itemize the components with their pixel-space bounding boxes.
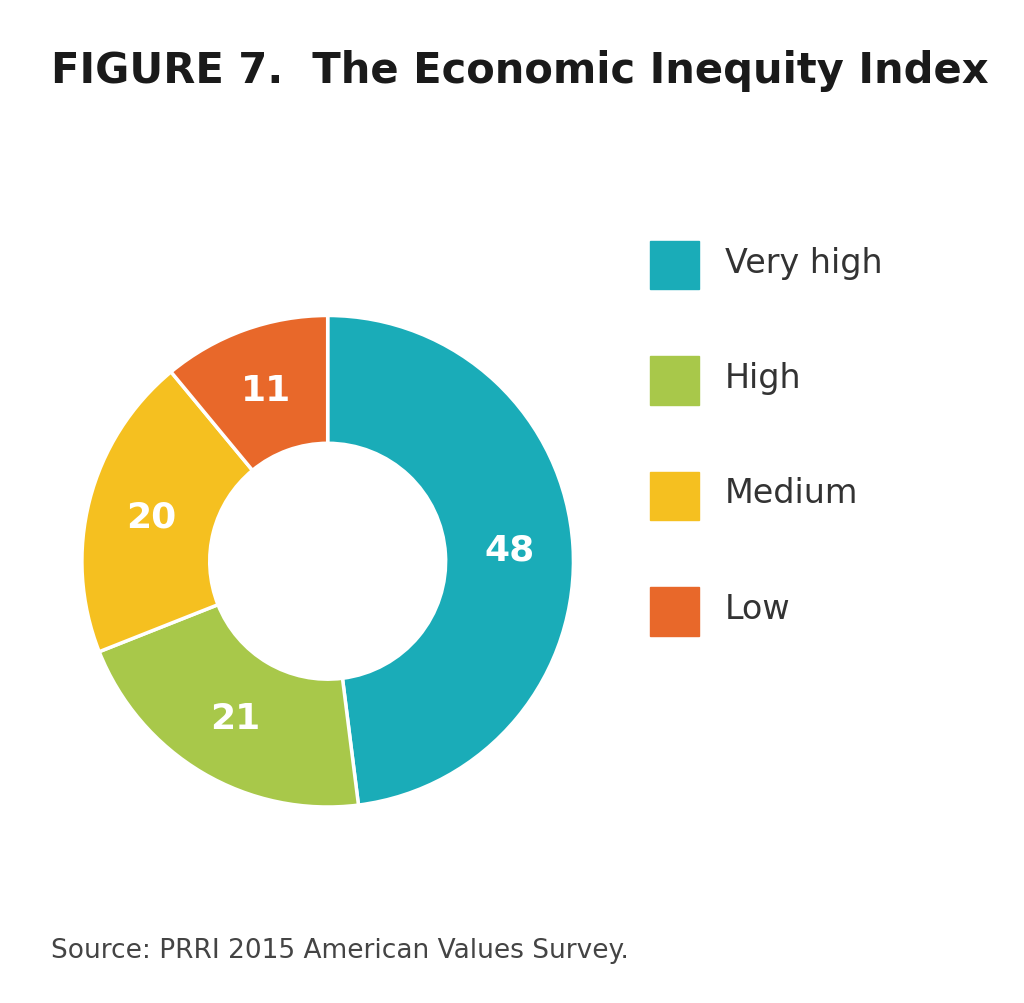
Text: 21: 21 <box>210 701 260 735</box>
Text: 48: 48 <box>484 534 535 568</box>
Wedge shape <box>328 316 573 805</box>
Text: 11: 11 <box>241 374 291 408</box>
Text: 20: 20 <box>126 499 177 534</box>
Text: High: High <box>725 362 802 394</box>
Wedge shape <box>99 605 358 807</box>
Text: Low: Low <box>725 593 791 625</box>
Text: Medium: Medium <box>725 477 858 510</box>
Wedge shape <box>82 372 253 652</box>
Wedge shape <box>171 316 328 470</box>
Text: Very high: Very high <box>725 247 883 279</box>
Text: FIGURE 7.  The Economic Inequity Index: FIGURE 7. The Economic Inequity Index <box>51 50 989 92</box>
Text: Source: PRRI 2015 American Values Survey.: Source: PRRI 2015 American Values Survey… <box>51 937 629 963</box>
